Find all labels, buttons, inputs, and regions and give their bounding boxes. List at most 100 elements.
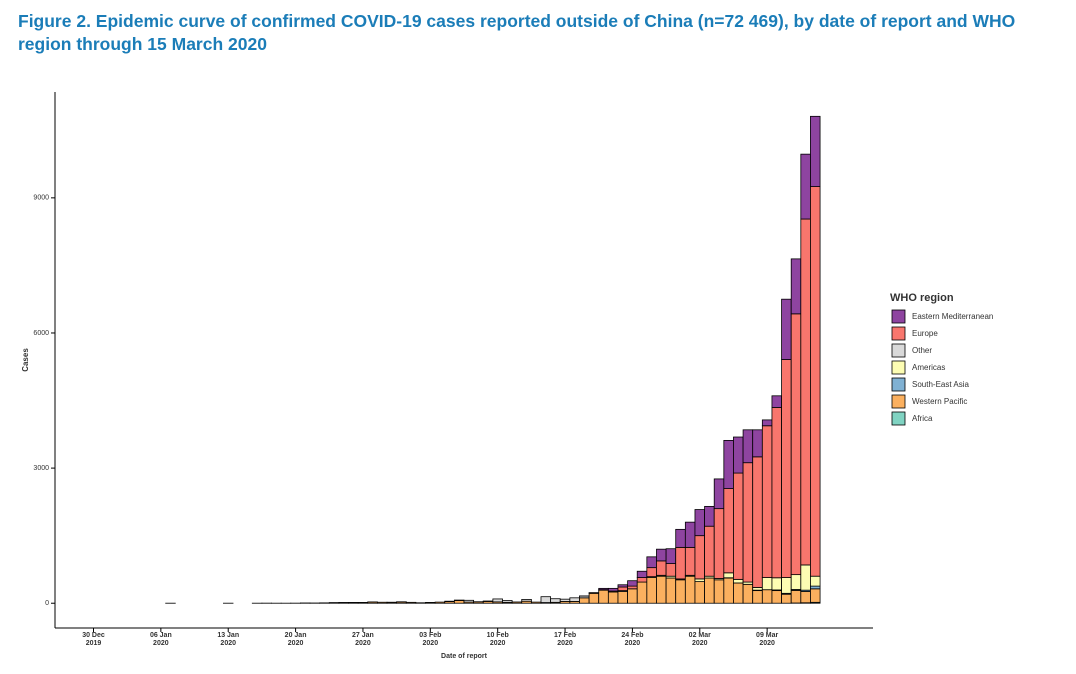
y-tick-label: 6000 <box>33 330 49 337</box>
bar-segment <box>675 579 686 604</box>
x-axis-title: Date of report <box>441 653 488 660</box>
bar-segment <box>771 395 782 408</box>
legend-label: South-East Asia <box>912 380 969 389</box>
bar-segment <box>656 575 667 604</box>
bar-segment <box>761 577 773 591</box>
y-tick-label: 0 <box>45 600 49 607</box>
bar-segment <box>617 584 628 588</box>
bar-segment <box>713 579 725 604</box>
bar-segment <box>704 577 715 604</box>
bar-segment <box>492 598 503 603</box>
bar-segment <box>425 602 436 604</box>
bar-segment <box>530 601 542 604</box>
bar-segment <box>800 153 811 220</box>
bar-segment <box>405 601 417 604</box>
bar-segment <box>752 587 763 591</box>
bar-segment <box>800 218 811 566</box>
legend-label: Western Pacific <box>912 397 967 406</box>
legend-label: Africa <box>912 414 933 423</box>
bar-segment <box>790 258 802 315</box>
bar-segment <box>617 591 628 604</box>
bar-segment <box>790 589 802 604</box>
bar-segment <box>761 425 773 578</box>
bar-segment <box>771 577 782 591</box>
bar-segment <box>733 472 744 580</box>
bar-segment <box>790 574 802 590</box>
bar-segment <box>569 597 580 602</box>
chart-title: Figure 2. Epidemic curve of confirmed CO… <box>18 11 1016 54</box>
bar-segment <box>463 599 475 603</box>
bar-segment <box>656 560 667 576</box>
legend-swatch <box>891 411 906 426</box>
bar-segment <box>694 578 705 583</box>
bar-segment <box>704 505 715 527</box>
bar-segment <box>627 580 638 587</box>
bar-segment <box>781 298 792 360</box>
legend-swatch <box>891 394 906 409</box>
bar-segment <box>665 577 677 604</box>
bar-segment <box>684 546 696 576</box>
bar-segment <box>675 528 686 548</box>
legend-swatch <box>891 360 906 375</box>
bar-segment <box>781 359 792 578</box>
bar-segment <box>810 588 821 603</box>
bar-segment <box>742 583 754 604</box>
x-tick-label: 03 Feb 2020 <box>419 632 442 647</box>
y-tick-label: 9000 <box>33 195 49 202</box>
bar-segment <box>627 588 638 604</box>
bar-segment <box>810 585 821 590</box>
x-tick-label: 17 Feb 2020 <box>553 632 577 647</box>
legend-label: Other <box>912 346 932 355</box>
bar-segment <box>742 429 754 464</box>
x-tick-label: 02 Mar 2020 <box>688 632 711 647</box>
bar-segment <box>723 439 734 489</box>
bar-segment <box>781 577 792 594</box>
bar-segment <box>771 407 782 579</box>
bar-segment <box>646 556 657 569</box>
bar-segment <box>810 186 821 577</box>
bar-segment <box>723 488 734 574</box>
bar-segment <box>540 596 552 603</box>
x-tick-label: 09 Mar 2020 <box>756 632 779 647</box>
bar-segment <box>665 563 677 577</box>
bar-segment <box>704 525 715 577</box>
bar-segment <box>453 600 465 604</box>
bar-segment <box>376 601 388 604</box>
x-tick-label: 10 Feb 2020 <box>486 632 509 647</box>
legend-label: Americas <box>912 363 945 372</box>
legend-swatch <box>891 377 906 392</box>
bar-segment <box>434 601 446 604</box>
y-axis-title: Cases <box>21 348 30 372</box>
bar-segment <box>713 478 725 510</box>
x-tick-label: 27 Jan 2020 <box>352 632 374 647</box>
bar-segment <box>559 598 571 602</box>
bar-segment <box>598 589 609 604</box>
bar-segment <box>723 572 734 579</box>
x-tick-label: 13 Jan 2020 <box>217 632 240 647</box>
bar-segment <box>761 589 773 604</box>
bar-segment <box>579 597 590 604</box>
bar-segment <box>761 419 773 427</box>
bar-segment <box>636 570 648 578</box>
bar-segment <box>684 521 696 548</box>
bar-segment <box>752 590 763 604</box>
x-tick-label: 06 Jan 2020 <box>149 632 172 647</box>
bar-segment <box>752 456 763 588</box>
legend-swatch <box>891 309 906 324</box>
bar-segment <box>588 592 600 604</box>
bar-segment <box>636 577 648 583</box>
x-tick-label: 30 Dec 2019 <box>82 632 105 647</box>
legend-title: WHO region <box>890 292 954 304</box>
bar-segment <box>502 600 513 603</box>
y-tick-label: 3000 <box>33 465 49 472</box>
bar-segment <box>733 578 744 584</box>
bar-segment <box>800 564 811 591</box>
bar-segment <box>607 591 619 604</box>
bar-segment <box>646 577 657 604</box>
x-tick-label: 24 Feb 2020 <box>621 632 644 647</box>
bar-segment <box>617 586 628 592</box>
legend-label: Eastern Mediterranean <box>912 312 993 321</box>
bar-segment <box>694 509 705 537</box>
